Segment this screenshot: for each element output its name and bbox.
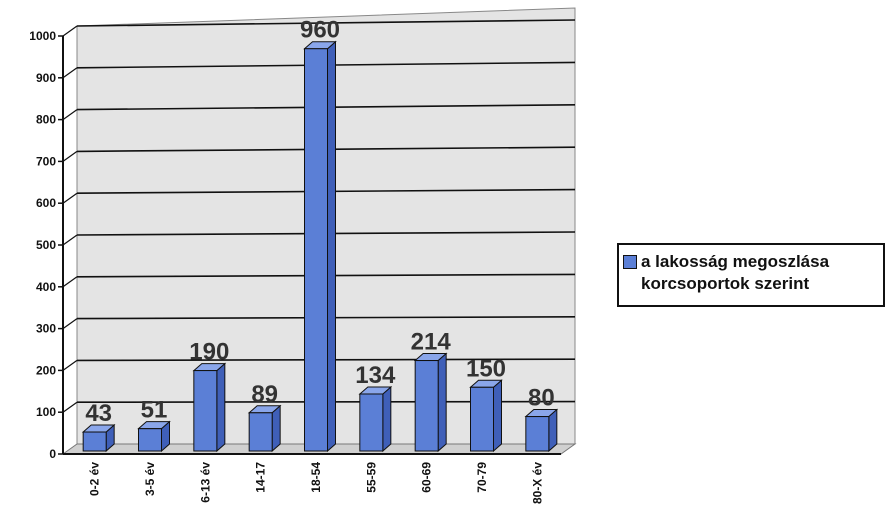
- bar-front: [525, 416, 550, 452]
- y-tick-label: 700: [36, 154, 56, 168]
- legend: a lakosság megoszlása korcsoportok szeri…: [617, 243, 885, 307]
- y-tick-label: 800: [36, 113, 56, 127]
- x-category-label: 60-69: [420, 462, 434, 493]
- bar: [413, 352, 448, 453]
- gridline-depth: [62, 401, 78, 413]
- bar-front: [470, 386, 494, 452]
- data-label: 214: [411, 329, 452, 356]
- x-category-label: 3-5 év: [143, 462, 157, 496]
- bar-front: [193, 370, 218, 452]
- x-category-label: 18-54: [309, 462, 323, 493]
- gridline-depth: [62, 150, 78, 162]
- bar: [469, 379, 503, 453]
- x-category-label: 14-17: [254, 462, 268, 493]
- gridline-depth: [62, 109, 78, 121]
- x-category-label: 80-X év: [530, 462, 544, 504]
- y-tick-label: 300: [36, 322, 56, 336]
- bar-front: [248, 412, 273, 452]
- bar-side: [437, 352, 447, 453]
- bar-side: [493, 379, 502, 453]
- bar-front: [359, 393, 384, 452]
- bar-side: [327, 40, 336, 453]
- y-tick-label: 0: [49, 447, 56, 461]
- data-label: 150: [466, 355, 506, 382]
- x-axis-category-labels: 0-2 év 3-5 év 6-13 év 14-17 18-54 55-59 60-69 7…: [88, 462, 545, 504]
- legend-label: a lakosság megoszlása korcsoportok szeri…: [641, 252, 830, 293]
- gridline-depth: [62, 276, 78, 288]
- y-tick-label: 1000: [29, 29, 56, 43]
- x-category-label: 55-59: [364, 462, 378, 493]
- gridline-depth: [62, 25, 78, 37]
- bar: [137, 420, 171, 453]
- bar: [303, 40, 337, 453]
- gridline-depth: [62, 234, 78, 246]
- bars: [81, 40, 559, 453]
- y-tick-label: 600: [36, 196, 56, 210]
- data-label: 43: [85, 400, 112, 427]
- data-label: 80: [528, 385, 555, 412]
- bar: [81, 423, 116, 453]
- y-axis-ticks: 0 100 200 300 400 500 600 700 800 900 1000: [29, 29, 63, 461]
- gridline-depth: [62, 359, 78, 371]
- bar-front: [138, 428, 162, 452]
- y-tick-label: 900: [36, 71, 56, 85]
- bar-front: [304, 48, 328, 452]
- gridline-depth: [62, 318, 78, 330]
- legend-swatch: [623, 255, 637, 269]
- data-label: 960: [300, 17, 340, 44]
- x-category-label: 70-79: [475, 462, 489, 493]
- y-tick-label: 100: [36, 405, 56, 419]
- x-category-label: 0-2 év: [88, 462, 102, 496]
- bar-side: [216, 362, 226, 453]
- data-label: 89: [251, 381, 278, 408]
- data-label: 51: [141, 397, 168, 424]
- bar: [247, 404, 282, 453]
- gridline: [76, 19, 576, 27]
- gridline-depth: [62, 67, 78, 79]
- y-tick-label: 200: [36, 363, 56, 377]
- bar: [358, 385, 393, 453]
- bar-side: [382, 385, 392, 453]
- data-labels: 43 51 190 89 960 134 214 150 80: [85, 17, 554, 427]
- y-tick-label: 400: [36, 280, 56, 294]
- data-label: 134: [355, 362, 396, 389]
- bar-front: [414, 360, 439, 452]
- data-label: 190: [189, 339, 229, 366]
- bar-front: [82, 431, 107, 452]
- y-tick-label: 500: [36, 238, 56, 252]
- bar: [192, 362, 227, 453]
- x-category-label: 6-13 év: [198, 462, 212, 503]
- bar-side: [271, 404, 281, 453]
- gridline-depth: [62, 192, 78, 204]
- bar: [524, 408, 559, 453]
